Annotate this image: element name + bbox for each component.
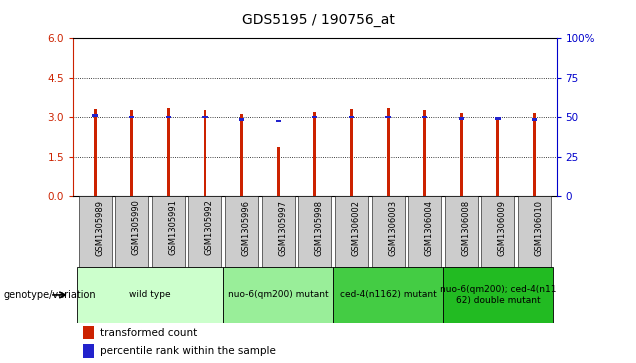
Bar bbox=[385, 116, 391, 118]
Bar bbox=[262, 196, 294, 267]
Bar bbox=[166, 116, 171, 118]
Bar bbox=[387, 108, 389, 196]
Text: GSM1306008: GSM1306008 bbox=[461, 200, 470, 256]
Bar bbox=[422, 116, 427, 118]
Bar bbox=[335, 196, 368, 267]
Bar bbox=[333, 267, 443, 323]
Text: ced-4(n1162) mutant: ced-4(n1162) mutant bbox=[340, 290, 436, 299]
Bar bbox=[277, 147, 280, 196]
Bar bbox=[518, 196, 551, 267]
Bar bbox=[92, 114, 98, 117]
Text: GSM1305996: GSM1305996 bbox=[242, 200, 251, 256]
Bar bbox=[240, 114, 243, 196]
Bar bbox=[497, 117, 499, 196]
Text: GSM1305997: GSM1305997 bbox=[278, 200, 287, 256]
Bar bbox=[275, 120, 281, 122]
Bar bbox=[532, 118, 537, 121]
Bar bbox=[495, 117, 501, 120]
Text: genotype/variation: genotype/variation bbox=[3, 290, 96, 300]
Text: GSM1306010: GSM1306010 bbox=[534, 200, 544, 256]
Text: GSM1306003: GSM1306003 bbox=[388, 200, 397, 256]
Bar bbox=[83, 326, 94, 339]
Bar bbox=[188, 196, 221, 267]
Text: GSM1306002: GSM1306002 bbox=[352, 200, 361, 256]
Bar bbox=[130, 110, 133, 196]
Text: transformed count: transformed count bbox=[100, 327, 198, 338]
Bar bbox=[129, 116, 134, 118]
Text: nuo-6(qm200); ced-4(n11
62) double mutant: nuo-6(qm200); ced-4(n11 62) double mutan… bbox=[439, 285, 556, 305]
Text: GSM1305990: GSM1305990 bbox=[132, 200, 141, 256]
Bar bbox=[223, 267, 333, 323]
Bar bbox=[298, 196, 331, 267]
Text: nuo-6(qm200) mutant: nuo-6(qm200) mutant bbox=[228, 290, 329, 299]
Bar bbox=[152, 196, 185, 267]
Bar bbox=[371, 196, 404, 267]
Bar bbox=[93, 109, 97, 196]
Bar bbox=[350, 109, 353, 196]
Text: GDS5195 / 190756_at: GDS5195 / 190756_at bbox=[242, 13, 394, 27]
Text: wild type: wild type bbox=[129, 290, 171, 299]
Bar bbox=[481, 196, 515, 267]
Bar bbox=[225, 196, 258, 267]
Bar bbox=[312, 116, 317, 118]
Bar bbox=[239, 118, 244, 121]
Bar bbox=[443, 267, 553, 323]
Text: GSM1305989: GSM1305989 bbox=[95, 200, 104, 256]
Text: percentile rank within the sample: percentile rank within the sample bbox=[100, 346, 277, 356]
Bar bbox=[77, 267, 223, 323]
Bar bbox=[202, 116, 207, 118]
Text: GSM1306009: GSM1306009 bbox=[498, 200, 507, 256]
Bar bbox=[459, 117, 464, 120]
Bar bbox=[115, 196, 148, 267]
Text: GSM1305992: GSM1305992 bbox=[205, 200, 214, 256]
Bar bbox=[204, 110, 207, 196]
Bar bbox=[460, 113, 463, 196]
Text: GSM1305998: GSM1305998 bbox=[315, 200, 324, 256]
Bar bbox=[79, 196, 111, 267]
Bar bbox=[533, 113, 536, 196]
Bar bbox=[167, 108, 170, 196]
Text: GSM1305991: GSM1305991 bbox=[169, 200, 177, 256]
Bar bbox=[445, 196, 478, 267]
Bar bbox=[349, 116, 354, 118]
Bar bbox=[408, 196, 441, 267]
Bar bbox=[423, 110, 426, 196]
Bar bbox=[314, 112, 316, 196]
Bar bbox=[83, 344, 94, 358]
Text: GSM1306004: GSM1306004 bbox=[425, 200, 434, 256]
